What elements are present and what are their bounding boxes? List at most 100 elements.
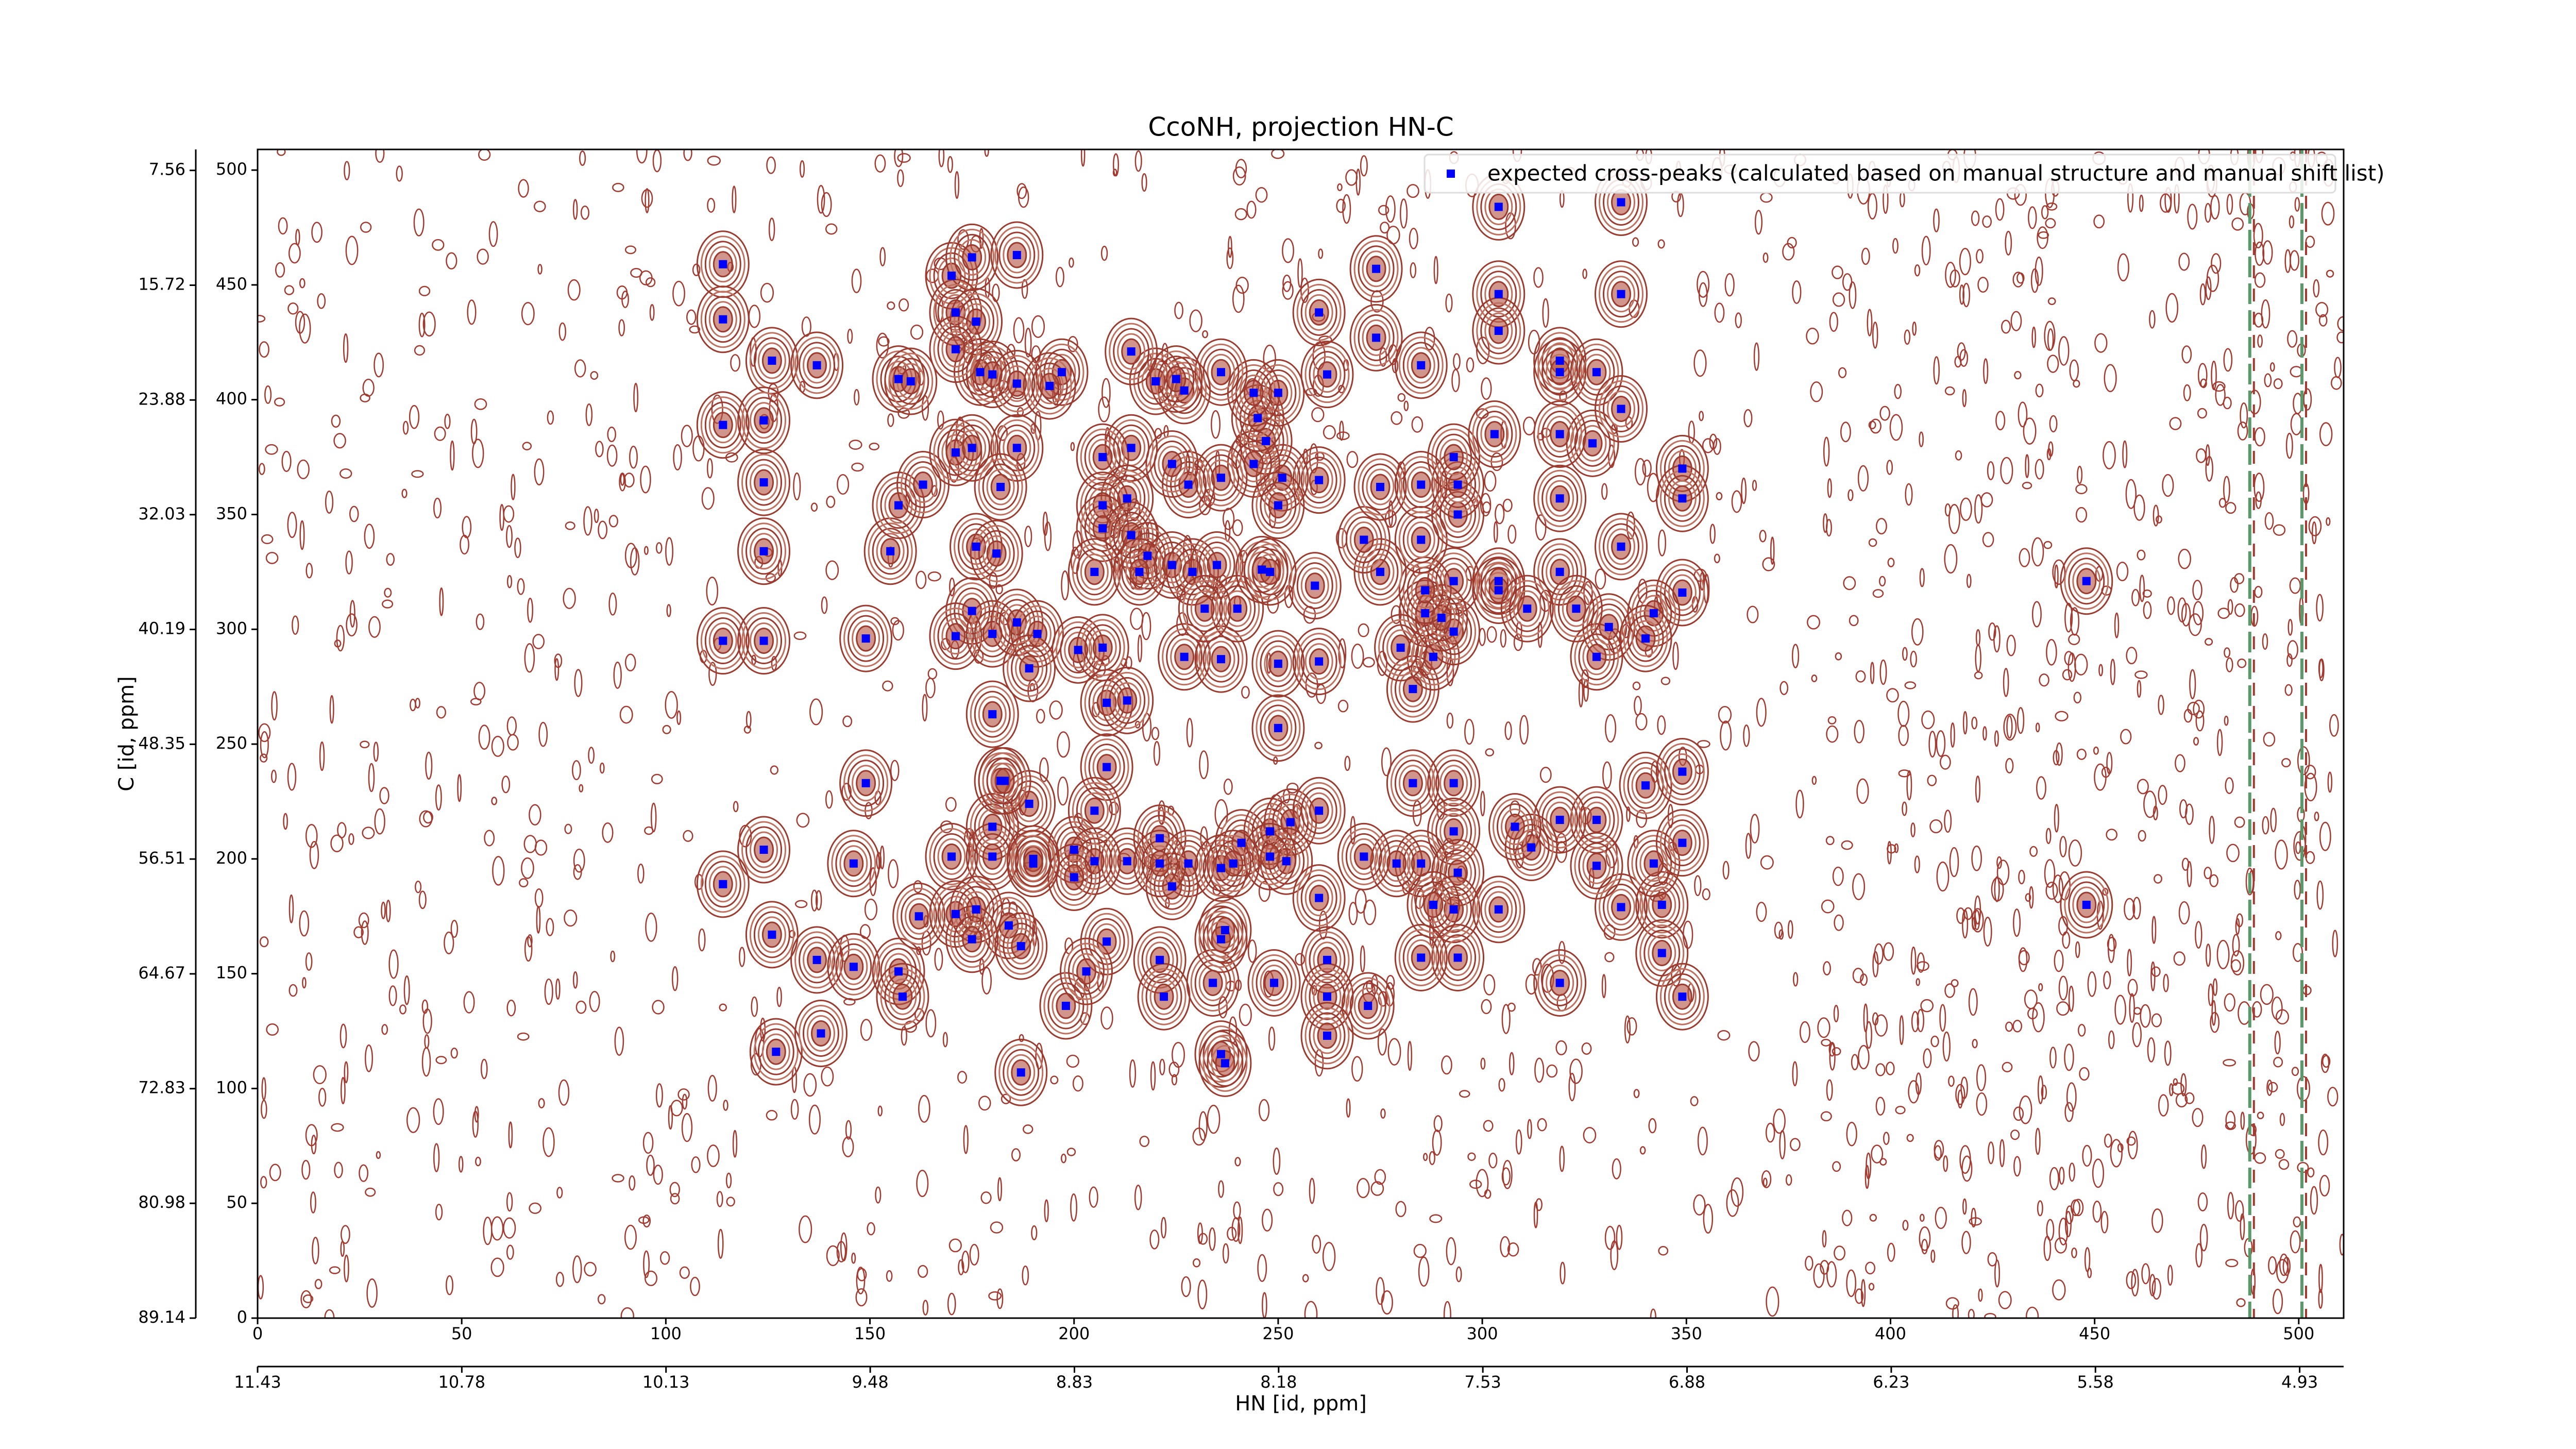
noise-contour bbox=[2314, 811, 2319, 821]
peak-contour bbox=[1015, 650, 1044, 687]
peak-contour bbox=[1668, 753, 1697, 790]
noise-contour bbox=[572, 1255, 582, 1284]
cross-peak bbox=[1098, 524, 1107, 533]
noise-contour bbox=[1911, 618, 1924, 646]
noise-contour bbox=[2329, 714, 2339, 737]
peak-contour bbox=[1427, 423, 1481, 491]
noise-contour bbox=[2177, 597, 2187, 623]
peak-contour bbox=[1158, 623, 1211, 691]
noise-contour bbox=[2303, 388, 2312, 411]
noise-contour bbox=[681, 425, 693, 447]
noise-contour bbox=[766, 1109, 778, 1121]
noise-contour bbox=[1241, 686, 1250, 699]
noise-contour bbox=[506, 1192, 513, 1212]
noise-contour bbox=[433, 497, 442, 519]
noise-contour bbox=[536, 905, 541, 934]
noise-contour bbox=[406, 1107, 420, 1133]
noise-contour bbox=[2073, 692, 2082, 704]
noise-contour bbox=[899, 298, 909, 312]
cross-peak bbox=[1253, 414, 1262, 423]
noise-contour bbox=[2268, 1256, 2277, 1275]
noise-contour bbox=[2197, 363, 2208, 387]
peak-contour bbox=[1386, 749, 1439, 817]
noise-contour bbox=[1198, 1233, 1208, 1245]
noise-contour bbox=[922, 694, 928, 722]
noise-contour bbox=[1411, 416, 1423, 433]
noise-contour bbox=[1432, 1130, 1442, 1156]
noise-contour bbox=[1697, 1126, 1708, 1156]
cross-peak bbox=[1649, 609, 1658, 618]
noise-contour bbox=[1968, 1309, 1975, 1318]
noise-contour bbox=[2064, 1210, 2072, 1238]
noise-contour bbox=[1826, 1079, 1833, 1101]
noise-contour bbox=[2257, 334, 2263, 348]
noise-contour bbox=[2223, 1059, 2236, 1067]
noise-contour bbox=[730, 354, 741, 372]
noise-contour bbox=[1717, 1030, 1731, 1041]
noise-contour bbox=[301, 1159, 311, 1180]
noise-contour bbox=[1975, 629, 1981, 647]
noise-contour bbox=[1750, 814, 1760, 844]
peak-contour bbox=[1337, 822, 1391, 890]
noise-contour bbox=[446, 252, 457, 269]
noise-contour bbox=[2262, 240, 2273, 265]
noise-contour bbox=[1849, 615, 1859, 627]
noise-contour bbox=[2319, 1174, 2330, 1197]
noise-contour bbox=[859, 924, 871, 939]
noise-contour bbox=[691, 1156, 701, 1173]
noise-contour bbox=[1608, 444, 1616, 468]
noise-contour bbox=[1787, 920, 1793, 939]
noise-contour bbox=[1464, 718, 1475, 745]
noise-contour bbox=[1255, 187, 1268, 203]
peak-contour bbox=[1198, 343, 1244, 401]
peak-contour bbox=[1472, 875, 1526, 943]
noise-contour bbox=[745, 711, 752, 729]
noise-contour bbox=[1446, 712, 1454, 729]
noise-contour bbox=[2052, 874, 2064, 903]
noise-contour bbox=[1534, 1057, 1545, 1083]
noise-contour bbox=[289, 894, 294, 923]
cross-peak bbox=[1180, 652, 1189, 661]
peak-contour bbox=[1198, 449, 1244, 507]
peak-contour bbox=[1202, 901, 1248, 959]
noise-contour bbox=[2058, 336, 2070, 366]
noise-contour bbox=[2216, 939, 2230, 970]
noise-contour bbox=[665, 537, 673, 566]
noise-contour bbox=[2318, 1129, 2329, 1156]
noise-contour bbox=[1741, 477, 1747, 504]
noise-contour bbox=[1286, 782, 1299, 794]
noise-contour bbox=[1391, 411, 1403, 425]
noise-contour bbox=[1883, 1132, 1890, 1145]
cross-peak bbox=[1184, 859, 1193, 868]
noise-contour bbox=[312, 1237, 319, 1265]
noise-contour bbox=[874, 154, 886, 173]
noise-contour bbox=[2264, 373, 2272, 387]
peak-contour bbox=[1243, 822, 1297, 890]
noise-contour bbox=[474, 1106, 479, 1123]
noise-contour bbox=[2141, 1263, 2150, 1285]
noise-contour bbox=[1407, 1041, 1413, 1071]
noise-contour bbox=[386, 553, 395, 566]
peak-contour bbox=[1607, 391, 1636, 428]
cross-peak bbox=[1216, 864, 1225, 872]
noise-contour bbox=[292, 615, 299, 635]
peak-contour bbox=[1072, 543, 1117, 601]
noise-contour bbox=[2037, 1200, 2043, 1217]
noise-contour bbox=[364, 1044, 374, 1072]
noise-contour bbox=[1870, 662, 1875, 684]
peak-contour bbox=[1353, 538, 1407, 606]
peak-contour bbox=[1546, 964, 1574, 1001]
noise-contour bbox=[2225, 1110, 2236, 1130]
peak-contour bbox=[1627, 830, 1681, 898]
noise-contour bbox=[2205, 943, 2211, 967]
noise-contour bbox=[793, 631, 807, 640]
peak-contour bbox=[1007, 928, 1036, 965]
noise-contour bbox=[2068, 985, 2074, 1012]
noise-contour bbox=[2275, 931, 2282, 940]
peak-contour bbox=[745, 901, 799, 969]
noise-contour bbox=[376, 1151, 381, 1159]
peak-contour bbox=[1406, 466, 1435, 503]
noise-contour bbox=[2137, 779, 2149, 795]
noise-contour bbox=[2029, 846, 2038, 857]
peak-contour bbox=[1406, 521, 1435, 558]
